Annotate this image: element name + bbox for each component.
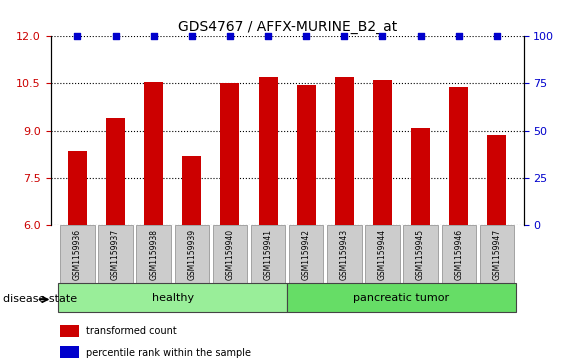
Point xyxy=(378,33,387,39)
FancyBboxPatch shape xyxy=(99,225,133,283)
Point xyxy=(340,33,349,39)
FancyBboxPatch shape xyxy=(441,225,476,283)
Bar xyxy=(60,325,79,337)
FancyBboxPatch shape xyxy=(213,225,247,283)
Text: GSM1159947: GSM1159947 xyxy=(493,229,502,280)
Bar xyxy=(411,127,430,225)
FancyBboxPatch shape xyxy=(289,225,323,283)
Bar xyxy=(68,151,87,225)
Text: transformed count: transformed count xyxy=(86,326,177,337)
Text: GSM1159938: GSM1159938 xyxy=(149,229,158,280)
Text: GSM1159946: GSM1159946 xyxy=(454,229,463,280)
Text: disease state: disease state xyxy=(3,294,77,305)
Point xyxy=(111,33,120,39)
Bar xyxy=(220,83,239,225)
FancyBboxPatch shape xyxy=(327,225,361,283)
Point xyxy=(454,33,463,39)
Point xyxy=(187,33,196,39)
Bar xyxy=(106,118,125,225)
FancyBboxPatch shape xyxy=(251,225,285,283)
FancyBboxPatch shape xyxy=(136,225,171,283)
Bar xyxy=(297,85,316,225)
FancyBboxPatch shape xyxy=(480,225,514,283)
Bar xyxy=(373,80,392,225)
Point xyxy=(493,33,502,39)
Text: GSM1159942: GSM1159942 xyxy=(302,229,311,280)
Bar xyxy=(449,87,468,225)
Point xyxy=(302,33,311,39)
Text: GSM1159937: GSM1159937 xyxy=(111,229,120,280)
Text: GSM1159941: GSM1159941 xyxy=(263,229,272,280)
Text: pancreatic tumor: pancreatic tumor xyxy=(354,293,450,303)
Bar xyxy=(335,77,354,225)
FancyBboxPatch shape xyxy=(365,225,400,283)
FancyBboxPatch shape xyxy=(59,283,287,312)
Text: GSM1159940: GSM1159940 xyxy=(225,229,234,280)
Text: GSM1159944: GSM1159944 xyxy=(378,229,387,280)
Point xyxy=(263,33,272,39)
Title: GDS4767 / AFFX-MURINE_B2_at: GDS4767 / AFFX-MURINE_B2_at xyxy=(177,20,397,34)
Text: GSM1159943: GSM1159943 xyxy=(340,229,349,280)
Text: GSM1159939: GSM1159939 xyxy=(187,229,196,280)
Text: percentile rank within the sample: percentile rank within the sample xyxy=(86,348,251,358)
Bar xyxy=(488,135,507,225)
Point xyxy=(73,33,82,39)
Text: GSM1159945: GSM1159945 xyxy=(416,229,425,280)
Point xyxy=(416,33,425,39)
Point xyxy=(149,33,158,39)
Text: GSM1159936: GSM1159936 xyxy=(73,229,82,280)
FancyBboxPatch shape xyxy=(287,283,516,312)
FancyBboxPatch shape xyxy=(175,225,209,283)
Bar xyxy=(144,82,163,225)
Text: healthy: healthy xyxy=(151,293,194,303)
Bar xyxy=(182,156,202,225)
Bar xyxy=(60,346,79,358)
Bar xyxy=(258,77,278,225)
FancyBboxPatch shape xyxy=(60,225,95,283)
Point xyxy=(225,33,234,39)
FancyBboxPatch shape xyxy=(404,225,438,283)
